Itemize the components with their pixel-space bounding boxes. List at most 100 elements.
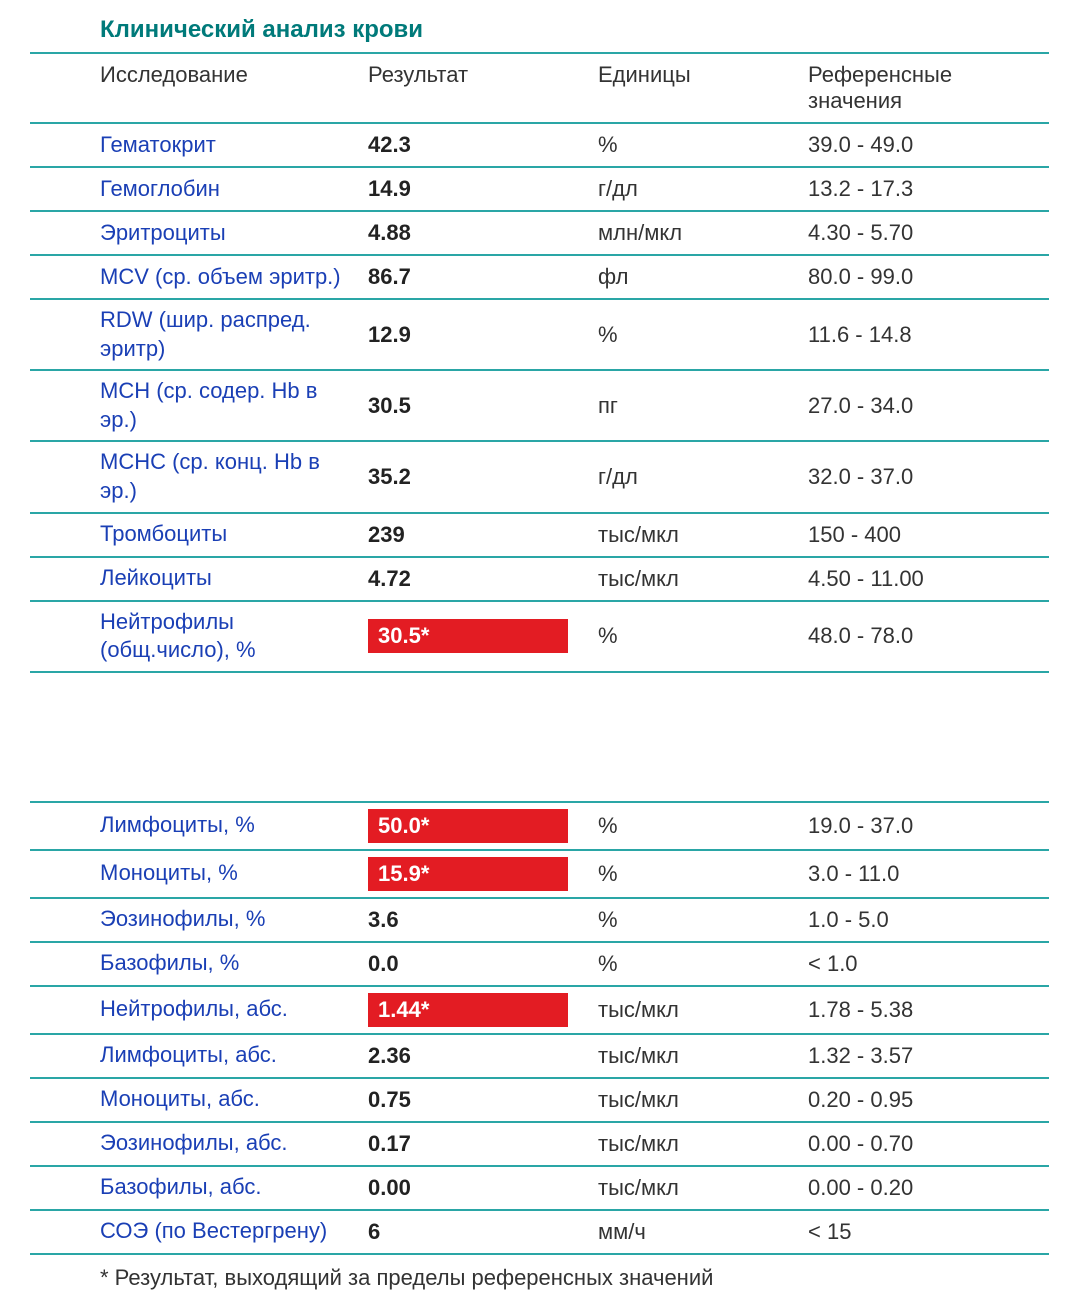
footnote-text: * Результат, выходящий за пределы рефере… [30, 1255, 1049, 1291]
table-row: Эозинофилы, абс.0.17тыс/мкл0.00 - 0.70 [30, 1122, 1049, 1166]
test-reference-range: 1.0 - 5.0 [800, 898, 1049, 942]
test-name: MCHC (ср. конц. Hb в эр.) [30, 441, 360, 512]
test-result: 35.2 [360, 441, 590, 512]
test-result: 2.36 [360, 1034, 590, 1078]
table-row: Эритроциты4.88млн/мкл4.30 - 5.70 [30, 211, 1049, 255]
test-name: Лимфоциты, % [30, 802, 360, 850]
test-units: % [590, 802, 800, 850]
table-row: MCH (ср. содер. Hb в эр.)30.5пг27.0 - 34… [30, 370, 1049, 441]
test-units: тыс/мкл [590, 1122, 800, 1166]
test-reference-range: < 1.0 [800, 942, 1049, 986]
test-units: % [590, 299, 800, 370]
test-name: Тромбоциты [30, 513, 360, 557]
table-row: Лимфоциты, %50.0*%19.0 - 37.0 [30, 802, 1049, 850]
test-name: Эритроциты [30, 211, 360, 255]
test-units: тыс/мкл [590, 986, 800, 1034]
test-name: Моноциты, абс. [30, 1078, 360, 1122]
test-name: RDW (шир. распред. эритр) [30, 299, 360, 370]
test-name: Лимфоциты, абс. [30, 1034, 360, 1078]
test-name: Нейтрофилы, абс. [30, 986, 360, 1034]
test-units: г/дл [590, 441, 800, 512]
test-result: 0.17 [360, 1122, 590, 1166]
flagged-result: 50.0* [368, 809, 568, 843]
flagged-result: 1.44* [368, 993, 568, 1027]
test-units: % [590, 850, 800, 898]
table-row: Тромбоциты239тыс/мкл150 - 400 [30, 513, 1049, 557]
test-result: 15.9* [360, 850, 590, 898]
test-name: MCH (ср. содер. Hb в эр.) [30, 370, 360, 441]
results-table: Исследование Результат Единицы Референсн… [30, 52, 1049, 1255]
test-result: 4.88 [360, 211, 590, 255]
test-result: 50.0* [360, 802, 590, 850]
test-units: г/дл [590, 167, 800, 211]
test-result: 6 [360, 1210, 590, 1254]
test-reference-range: 4.30 - 5.70 [800, 211, 1049, 255]
section-gap-rule [30, 782, 1049, 802]
column-header-units: Единицы [590, 53, 800, 123]
test-units: тыс/мкл [590, 513, 800, 557]
test-units: % [590, 123, 800, 167]
test-units: мм/ч [590, 1210, 800, 1254]
test-name: Эозинофилы, абс. [30, 1122, 360, 1166]
test-name: Нейтрофилы (общ.число), % [30, 601, 360, 672]
table-row: Базофилы, %0.0%< 1.0 [30, 942, 1049, 986]
test-units: млн/мкл [590, 211, 800, 255]
table-row: Лимфоциты, абс.2.36тыс/мкл1.32 - 3.57 [30, 1034, 1049, 1078]
test-units: тыс/мкл [590, 1166, 800, 1210]
flagged-result: 15.9* [368, 857, 568, 891]
table-row: Гемоглобин14.9г/дл13.2 - 17.3 [30, 167, 1049, 211]
test-reference-range: 48.0 - 78.0 [800, 601, 1049, 672]
test-reference-range: 27.0 - 34.0 [800, 370, 1049, 441]
flagged-result: 30.5* [368, 619, 568, 653]
test-reference-range: 1.32 - 3.57 [800, 1034, 1049, 1078]
test-name: Гематокрит [30, 123, 360, 167]
test-result: 30.5* [360, 601, 590, 672]
test-reference-range: 150 - 400 [800, 513, 1049, 557]
test-units: % [590, 942, 800, 986]
table-row: Нейтрофилы (общ.число), %30.5*%48.0 - 78… [30, 601, 1049, 672]
test-result: 30.5 [360, 370, 590, 441]
test-reference-range: 3.0 - 11.0 [800, 850, 1049, 898]
test-name: Базофилы, % [30, 942, 360, 986]
table-row: MCV (ср. объем эритр.)86.7фл80.0 - 99.0 [30, 255, 1049, 299]
test-result: 1.44* [360, 986, 590, 1034]
test-units: тыс/мкл [590, 1034, 800, 1078]
lab-report-container: Клинический анализ крови Исследование Ре… [0, 0, 1079, 1311]
test-reference-range: 19.0 - 37.0 [800, 802, 1049, 850]
table-row: Базофилы, абс.0.00тыс/мкл0.00 - 0.20 [30, 1166, 1049, 1210]
test-reference-range: 0.20 - 0.95 [800, 1078, 1049, 1122]
test-result: 0.00 [360, 1166, 590, 1210]
test-units: % [590, 601, 800, 672]
table-row: Моноциты, %15.9*%3.0 - 11.0 [30, 850, 1049, 898]
section-gap [30, 672, 1049, 782]
table-row: Гематокрит42.3%39.0 - 49.0 [30, 123, 1049, 167]
test-result: 3.6 [360, 898, 590, 942]
test-name: Базофилы, абс. [30, 1166, 360, 1210]
test-reference-range: 0.00 - 0.70 [800, 1122, 1049, 1166]
test-result: 0.75 [360, 1078, 590, 1122]
test-result: 0.0 [360, 942, 590, 986]
test-units: тыс/мкл [590, 1078, 800, 1122]
test-name: Гемоглобин [30, 167, 360, 211]
test-reference-range: 80.0 - 99.0 [800, 255, 1049, 299]
table-row: MCHC (ср. конц. Hb в эр.)35.2г/дл32.0 - … [30, 441, 1049, 512]
test-units: тыс/мкл [590, 557, 800, 601]
test-result: 12.9 [360, 299, 590, 370]
test-units: фл [590, 255, 800, 299]
test-name: Эозинофилы, % [30, 898, 360, 942]
test-reference-range: < 15 [800, 1210, 1049, 1254]
table-row: Лейкоциты4.72тыс/мкл4.50 - 11.00 [30, 557, 1049, 601]
test-result: 42.3 [360, 123, 590, 167]
column-header-name: Исследование [30, 53, 360, 123]
test-reference-range: 1.78 - 5.38 [800, 986, 1049, 1034]
test-name: СОЭ (по Вестергрену) [30, 1210, 360, 1254]
test-units: % [590, 898, 800, 942]
column-header-ref: Референсные значения [800, 53, 1049, 123]
test-name: MCV (ср. объем эритр.) [30, 255, 360, 299]
test-units: пг [590, 370, 800, 441]
test-reference-range: 13.2 - 17.3 [800, 167, 1049, 211]
table-row: СОЭ (по Вестергрену)6мм/ч< 15 [30, 1210, 1049, 1254]
table-row: Эозинофилы, %3.6%1.0 - 5.0 [30, 898, 1049, 942]
table-row: Моноциты, абс.0.75тыс/мкл0.20 - 0.95 [30, 1078, 1049, 1122]
column-header-result: Результат [360, 53, 590, 123]
